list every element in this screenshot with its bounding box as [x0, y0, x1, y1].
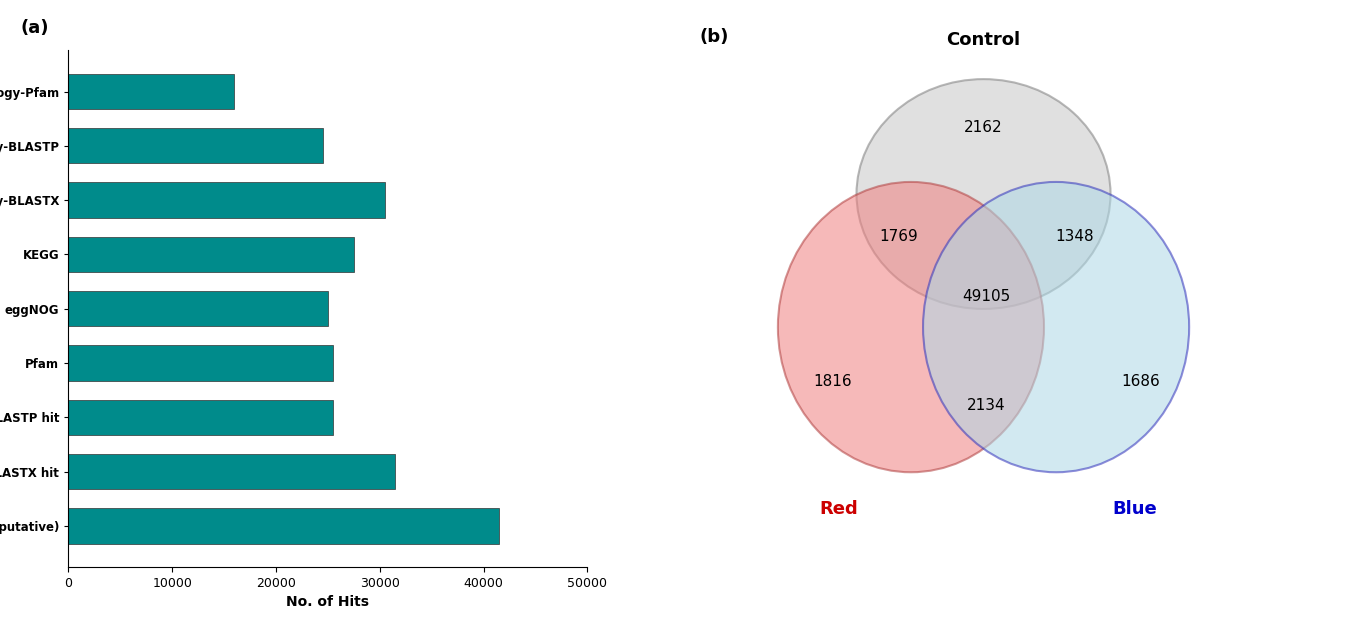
- Text: (a): (a): [20, 19, 49, 37]
- Bar: [68, 237, 354, 272]
- Bar: [68, 508, 499, 544]
- Text: 1769: 1769: [880, 229, 918, 244]
- Bar: [68, 399, 333, 435]
- Bar: [68, 291, 328, 326]
- Bar: [68, 183, 385, 218]
- Text: Control: Control: [947, 31, 1020, 49]
- Text: 1348: 1348: [1055, 229, 1094, 244]
- Bar: [68, 345, 333, 381]
- Ellipse shape: [923, 182, 1190, 472]
- Bar: [68, 454, 395, 490]
- Text: 2162: 2162: [964, 120, 1003, 135]
- Ellipse shape: [856, 79, 1111, 309]
- Text: 1816: 1816: [813, 374, 851, 389]
- Bar: [68, 74, 235, 109]
- Text: Red: Red: [820, 500, 858, 517]
- Text: 49105: 49105: [963, 289, 1011, 304]
- Text: 1686: 1686: [1121, 374, 1160, 389]
- Text: 2134: 2134: [967, 398, 1005, 413]
- Text: (b): (b): [699, 28, 728, 46]
- Ellipse shape: [777, 182, 1044, 472]
- Text: Blue: Blue: [1112, 500, 1157, 517]
- Bar: [68, 128, 322, 163]
- X-axis label: No. of Hits: No. of Hits: [287, 595, 369, 609]
